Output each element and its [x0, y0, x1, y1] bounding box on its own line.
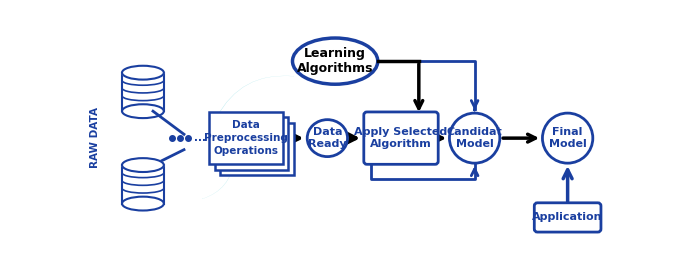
Ellipse shape — [542, 113, 593, 163]
FancyArrowPatch shape — [202, 160, 234, 199]
FancyBboxPatch shape — [364, 112, 438, 164]
Text: Apply Selected
Algorithm: Apply Selected Algorithm — [354, 127, 447, 149]
Text: Learning
Algorithms: Learning Algorithms — [297, 47, 374, 75]
Text: Data
Ready: Data Ready — [308, 127, 346, 149]
FancyBboxPatch shape — [220, 123, 293, 175]
Text: ...   Select data: ... Select data — [194, 133, 284, 143]
Ellipse shape — [293, 38, 378, 84]
Ellipse shape — [122, 158, 164, 172]
Text: Candidat
Model: Candidat Model — [447, 127, 503, 149]
Text: Final
Model: Final Model — [549, 127, 586, 149]
Text: Data
Preprocessing
Operations: Data Preprocessing Operations — [204, 120, 288, 156]
FancyArrowPatch shape — [216, 76, 293, 118]
FancyBboxPatch shape — [215, 117, 289, 170]
Text: Application: Application — [533, 212, 603, 222]
Text: RAW DATA: RAW DATA — [90, 107, 100, 168]
Ellipse shape — [450, 113, 500, 163]
Ellipse shape — [307, 120, 348, 157]
Ellipse shape — [122, 66, 164, 80]
FancyBboxPatch shape — [535, 203, 601, 232]
FancyBboxPatch shape — [209, 112, 283, 164]
